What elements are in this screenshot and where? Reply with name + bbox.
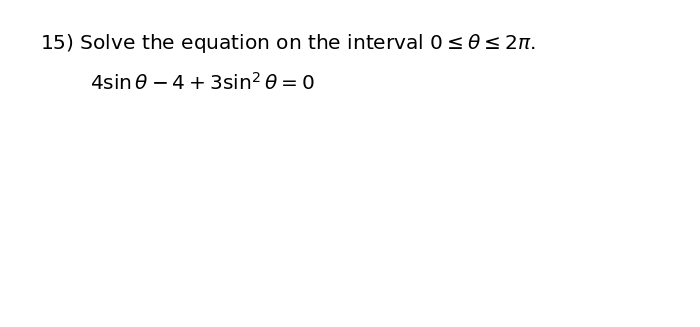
- Text: 15) Solve the equation on the interval $0 \leq \theta \leq 2\pi$.: 15) Solve the equation on the interval $…: [40, 32, 536, 55]
- Text: $4\sin\theta - 4 + 3\sin^2\theta = 0$: $4\sin\theta - 4 + 3\sin^2\theta = 0$: [90, 72, 314, 94]
